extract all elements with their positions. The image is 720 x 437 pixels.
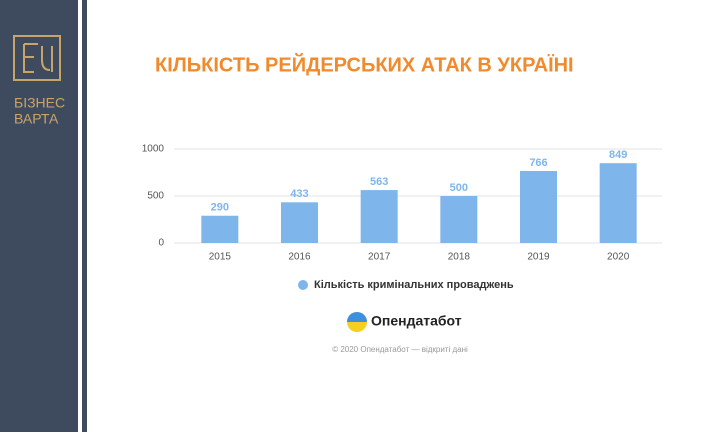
data-label: 849 bbox=[609, 149, 627, 161]
bar bbox=[520, 170, 557, 243]
legend-label: Кількість кримінальних проваджень bbox=[314, 279, 514, 291]
legend-marker bbox=[298, 280, 308, 290]
brand-text: БІЗНЕС bbox=[14, 95, 65, 111]
x-tick-label: 2019 bbox=[527, 252, 550, 263]
bar bbox=[440, 196, 478, 243]
bar bbox=[281, 202, 318, 243]
chart-title: КІЛЬКІСТЬ РЕЙДЕРСЬКИХ АТАК В УКРАЇНІ bbox=[155, 52, 574, 76]
data-label: 290 bbox=[211, 202, 229, 214]
data-label: 766 bbox=[529, 157, 547, 169]
source-logo-text: Опендатабот bbox=[371, 313, 462, 329]
data-label: 433 bbox=[290, 188, 308, 200]
brand-text: ВАРТА bbox=[14, 111, 59, 127]
y-tick-label: 500 bbox=[147, 191, 164, 202]
sidebar bbox=[0, 0, 78, 432]
x-tick-label: 2015 bbox=[209, 252, 232, 263]
bar bbox=[599, 163, 637, 243]
bar bbox=[360, 190, 398, 243]
x-tick-label: 2020 bbox=[607, 252, 630, 263]
sidebar-stripe bbox=[82, 0, 87, 432]
brand-logo bbox=[13, 35, 61, 81]
y-tick-label: 0 bbox=[158, 238, 164, 249]
bar bbox=[201, 215, 239, 243]
y-tick-label: 1000 bbox=[142, 144, 165, 155]
x-tick-label: 2017 bbox=[368, 252, 391, 263]
opendatabot-logo bbox=[347, 312, 367, 332]
data-label: 563 bbox=[370, 176, 388, 188]
x-tick-label: 2016 bbox=[288, 252, 311, 263]
data-label: 500 bbox=[450, 182, 468, 194]
credit: © 2020 Опендатабот — відкриті дані bbox=[332, 345, 468, 354]
x-tick-label: 2018 bbox=[448, 252, 471, 263]
